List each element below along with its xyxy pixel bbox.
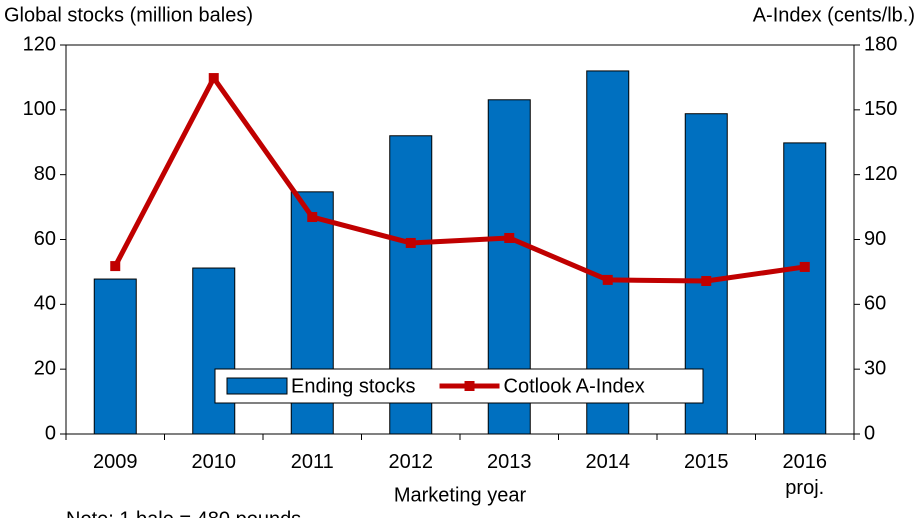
y2-tick-label: 30: [864, 357, 886, 379]
x-tick-label: 2009: [93, 451, 138, 473]
marker: [208, 73, 219, 84]
x-tick-label: 2016 proj.: [782, 451, 828, 499]
legend-label: Cotlook A-Index: [504, 375, 645, 397]
legend-label: Ending stocks: [291, 375, 416, 397]
y2-tick-label: 90: [864, 228, 886, 250]
x-axis-title: Marketing year: [394, 484, 527, 506]
bar: [783, 142, 827, 435]
y2-tick-label: 0: [864, 422, 875, 444]
bar: [192, 267, 236, 435]
x-tick-label: 2015: [684, 451, 729, 473]
y-tick-label: 120: [23, 33, 56, 55]
y-tick-label: 40: [34, 293, 56, 315]
y2-axis-title: A-Index (cents/lb.): [753, 4, 915, 26]
legend: Ending stocks Cotlook A-Index: [214, 368, 704, 404]
y2-tick-label: 120: [864, 163, 897, 185]
y-tick-label: 20: [34, 357, 56, 379]
line: [113, 75, 806, 284]
y2-tick-label: 180: [864, 33, 897, 55]
marker: [307, 212, 318, 223]
x-tick-label: 2010: [191, 451, 237, 473]
x-tick-label: 2011: [290, 451, 334, 473]
legend-swatch: [226, 377, 288, 395]
y-tick-label: 100: [23, 98, 56, 120]
note: Note: 1 bale = 480 pounds.: [66, 508, 307, 518]
y-axis-title: Global stocks (million bales): [4, 4, 253, 26]
bar: [93, 278, 137, 435]
y2-tick-label: 60: [864, 293, 886, 315]
x-tick-label: 2014: [585, 451, 631, 473]
y2-tick-label: 150: [864, 98, 897, 120]
marker: [110, 261, 121, 272]
legend-marker: [464, 381, 475, 391]
x-tick-label: 2012: [388, 451, 434, 473]
y-tick-label: 80: [34, 163, 56, 185]
x-tick-label: 2013: [487, 451, 532, 473]
marker: [799, 261, 810, 272]
marker: [405, 237, 416, 248]
marker: [602, 274, 613, 285]
marker: [504, 232, 515, 243]
bar: [684, 113, 728, 435]
y-tick-label: 0: [45, 422, 56, 444]
y-tick-label: 60: [34, 228, 56, 250]
marker: [701, 275, 712, 286]
